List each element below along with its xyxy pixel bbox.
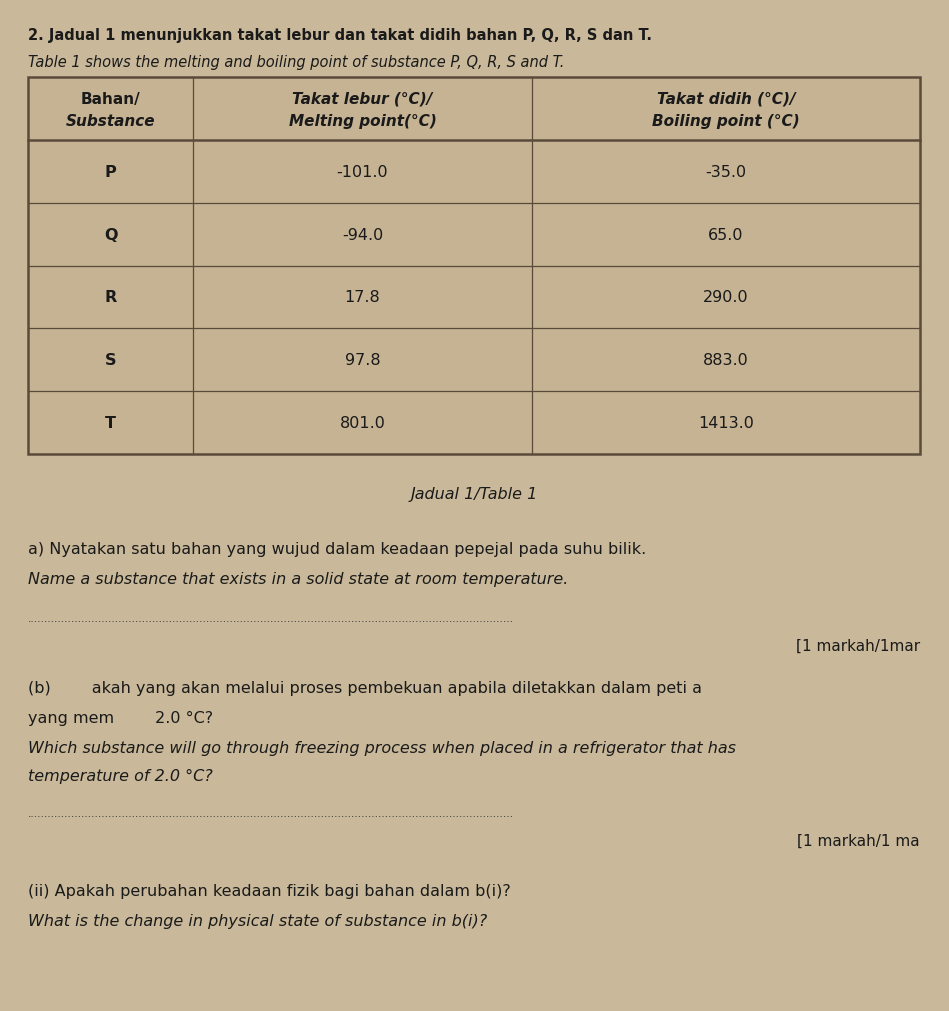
Text: Q: Q — [103, 227, 118, 243]
Text: Boiling point (°C): Boiling point (°C) — [652, 114, 800, 128]
Text: Takat lebur (°C)/: Takat lebur (°C)/ — [292, 92, 433, 107]
Text: Table 1 shows the melting and boiling point of substance P, Q, R, S and T.: Table 1 shows the melting and boiling po… — [28, 55, 565, 70]
Text: [1 markah/1 ma: [1 markah/1 ma — [797, 833, 920, 848]
Text: P: P — [104, 165, 117, 180]
Text: 883.0: 883.0 — [703, 353, 749, 368]
Text: 97.8: 97.8 — [344, 353, 381, 368]
Text: Bahan/: Bahan/ — [81, 92, 140, 107]
Bar — [193, 392, 532, 455]
Text: Takat didih (°C)/: Takat didih (°C)/ — [657, 92, 795, 107]
Bar — [532, 392, 920, 455]
Text: 1413.0: 1413.0 — [698, 416, 754, 431]
Text: S: S — [104, 353, 117, 368]
Bar — [28, 141, 193, 203]
Bar — [193, 203, 532, 266]
Text: temperature of 2.0 °C?: temperature of 2.0 °C? — [28, 768, 213, 784]
Bar — [28, 78, 193, 141]
Text: ................................................................................: ........................................… — [28, 808, 514, 818]
Text: 17.8: 17.8 — [344, 290, 381, 305]
Bar — [193, 329, 532, 392]
Bar — [28, 78, 920, 455]
Text: ................................................................................: ........................................… — [28, 614, 514, 624]
Text: Name a substance that exists in a solid state at room temperature.: Name a substance that exists in a solid … — [28, 571, 568, 586]
Text: -101.0: -101.0 — [337, 165, 388, 180]
Bar — [28, 392, 193, 455]
Bar — [532, 203, 920, 266]
Text: 290.0: 290.0 — [703, 290, 749, 305]
Text: (ii) Apakah perubahan keadaan fizik bagi bahan dalam b(i)?: (ii) Apakah perubahan keadaan fizik bagi… — [28, 884, 511, 898]
Bar — [193, 141, 532, 203]
Text: Which substance will go through freezing process when placed in a refrigerator t: Which substance will go through freezing… — [28, 740, 736, 755]
Text: -35.0: -35.0 — [705, 165, 747, 180]
Bar — [532, 78, 920, 141]
Text: a) Nyatakan satu bahan yang wujud dalam keadaan pepejal pada suhu bilik.: a) Nyatakan satu bahan yang wujud dalam … — [28, 542, 646, 556]
Text: 801.0: 801.0 — [340, 416, 385, 431]
Text: What is the change in physical state of substance in b(i)?: What is the change in physical state of … — [28, 913, 487, 928]
Bar — [532, 141, 920, 203]
Text: [1 markah/1mar: [1 markah/1mar — [796, 638, 920, 653]
Text: (b)        akah yang akan melalui proses pembekuan apabila diletakkan dalam peti: (b) akah yang akan melalui proses pembek… — [28, 680, 702, 696]
Bar — [193, 78, 532, 141]
Text: T: T — [105, 416, 116, 431]
Bar — [28, 266, 193, 329]
Text: Substance: Substance — [65, 114, 156, 128]
Text: Jadual 1/Table 1: Jadual 1/Table 1 — [410, 486, 538, 501]
Bar — [193, 266, 532, 329]
Bar — [532, 329, 920, 392]
Text: Melting point(°C): Melting point(°C) — [288, 114, 437, 128]
Bar — [28, 203, 193, 266]
Text: 65.0: 65.0 — [708, 227, 744, 243]
Text: yang mem        2.0 °C?: yang mem 2.0 °C? — [28, 711, 214, 725]
Bar — [28, 329, 193, 392]
Bar — [532, 266, 920, 329]
Text: -94.0: -94.0 — [342, 227, 383, 243]
Text: 2. Jadual 1 menunjukkan takat lebur dan takat didih bahan P, Q, R, S dan T.: 2. Jadual 1 menunjukkan takat lebur dan … — [28, 28, 652, 42]
Text: R: R — [104, 290, 117, 305]
